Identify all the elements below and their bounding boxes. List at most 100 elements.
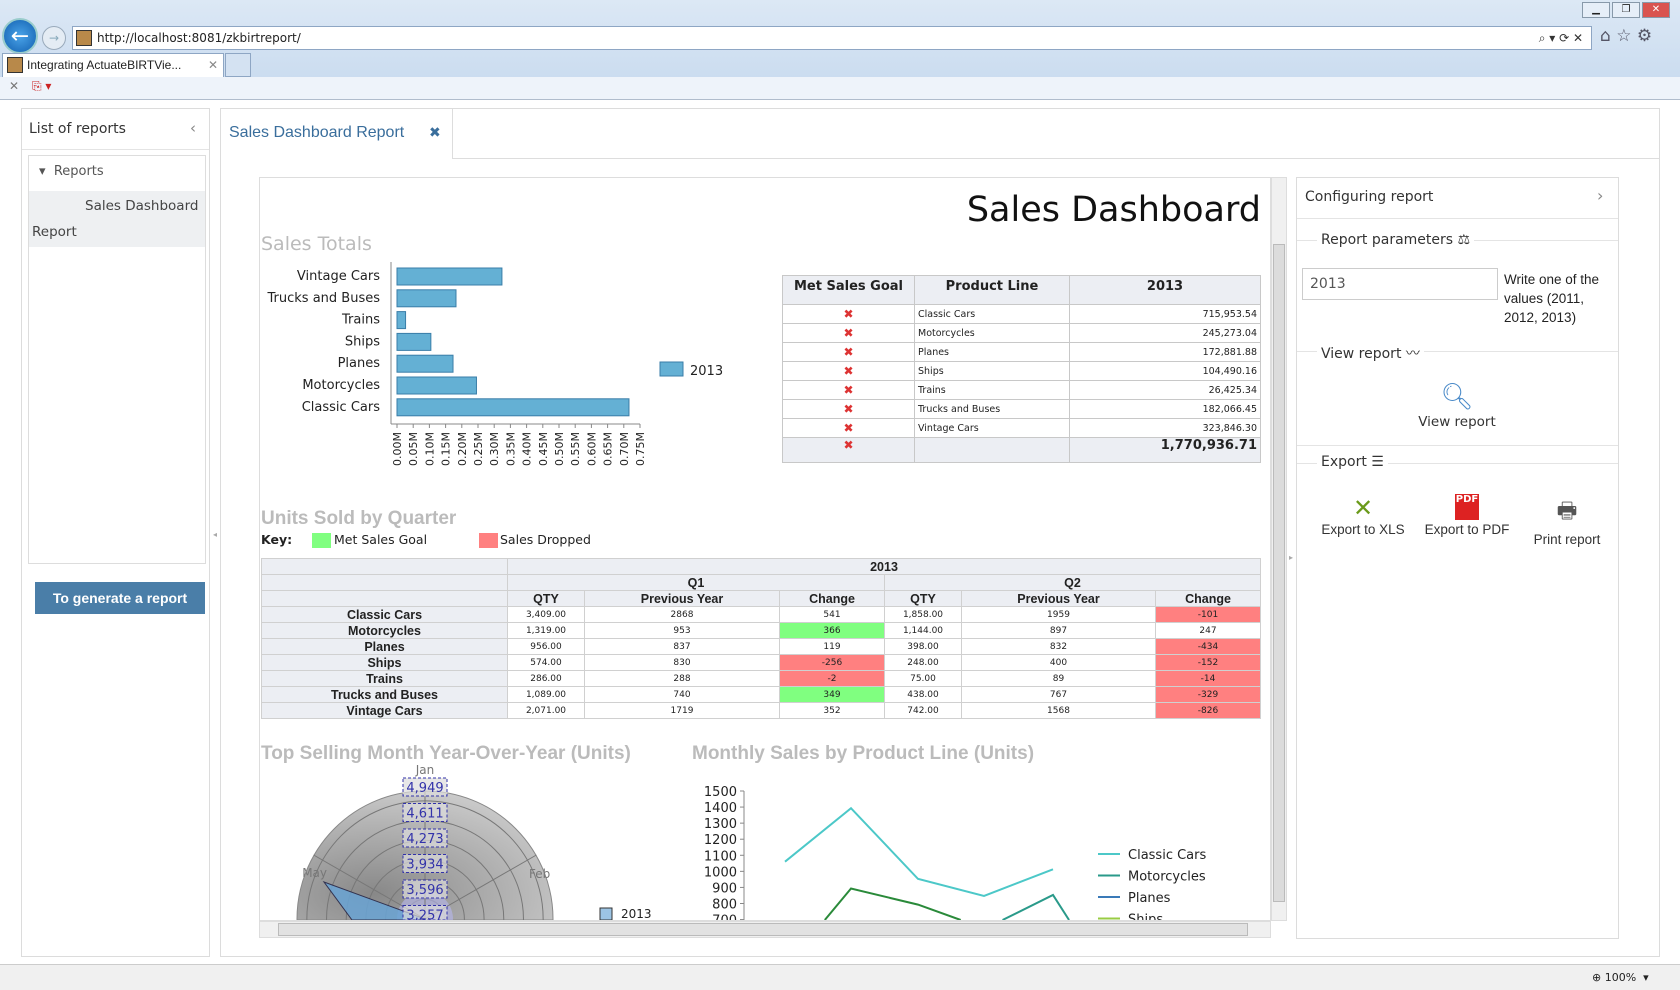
x-tick-label: 0.30M (488, 432, 501, 466)
bar (396, 398, 630, 417)
col-header: Change (1155, 590, 1261, 607)
legend-label: Motorcycles (1128, 870, 1206, 885)
splitter-handle[interactable]: ◂ (213, 530, 218, 539)
expand-chevron-icon[interactable]: › (1597, 186, 1604, 205)
change-cell: -152 (1155, 654, 1261, 671)
category-label: Planes (338, 356, 381, 371)
tree-root-reports[interactable]: ▾ Reports (39, 164, 104, 179)
tree-item-sales-dashboard[interactable]: Sales Dashboard Report (29, 191, 205, 247)
horizontal-scroll-thumb[interactable] (278, 923, 1248, 936)
address-bar[interactable]: http://localhost:8081/zkbirtreport/ ⌕ ▾ ⟳… (72, 26, 1592, 50)
product-line-cell: Motorcycles (914, 323, 1070, 343)
tab-icon (7, 57, 23, 73)
bar (396, 267, 503, 286)
change-cell: 119 (779, 638, 885, 655)
qty-cell: 248.00 (884, 654, 962, 671)
tab-sales-dashboard[interactable]: Sales Dashboard Report ✖ (221, 109, 453, 159)
x-tick-label: 0.75M (634, 432, 647, 466)
red-x-icon: ✖ (782, 361, 915, 381)
back-button[interactable]: ← (2, 18, 38, 54)
category-label: Motorcycles (302, 378, 380, 393)
col-header: Previous Year (584, 590, 780, 607)
line-series (784, 806, 1054, 897)
export-title: Export (1321, 454, 1367, 470)
table-row: Classic Cars 3,409.00 2868 541 1,858.00 1959-… (261, 606, 1261, 623)
change-cell: -14 (1155, 670, 1261, 687)
report-title: Sales Dashboard (966, 190, 1261, 230)
y-tick-label: 1500 (704, 785, 737, 800)
product-cell: Trucks and Buses (261, 686, 508, 703)
year-parameter-input[interactable]: 2013 (1302, 268, 1498, 300)
red-x-icon: ✖ (782, 323, 915, 343)
vertical-scroll-thumb[interactable] (1273, 244, 1285, 902)
ring-label-box (402, 879, 448, 899)
ring-label-box (402, 905, 448, 920)
amount-cell: 26,425.34 (1069, 380, 1261, 400)
export-pdf-button[interactable]: PDF Export to PDF (1415, 494, 1519, 537)
ring-label: 3,257 (406, 909, 443, 921)
param-hint: Write one of the values (2011, 2012, 2013) (1504, 272, 1600, 325)
export-xls-button[interactable]: ✕ Export to XLS (1311, 494, 1415, 537)
radar-chart: Jan Feb May 4,949 4,611 4,273 3,934 3,596 3,257 2… (296, 763, 652, 921)
view-report-button[interactable]: 🔍︎ View report (1397, 382, 1517, 442)
col-header: Product Line (914, 275, 1070, 305)
forward-button[interactable]: → (42, 26, 66, 50)
change-cell: -329 (1155, 686, 1261, 703)
qty-cell: 1,319.00 (507, 622, 585, 639)
change-cell: -256 (779, 654, 885, 671)
line-series (824, 887, 962, 920)
amount-cell: 172,881.88 (1069, 342, 1261, 362)
collapse-chevron-icon[interactable]: ‹ (190, 119, 196, 137)
category-label: Classic Cars (302, 400, 380, 415)
key-met-label: Met Sales Goal (334, 532, 428, 547)
product-cell: Vintage Cars (261, 702, 508, 719)
restore-button[interactable]: ❐ (1612, 2, 1640, 18)
amount-cell: 245,273.04 (1069, 323, 1261, 343)
minimize-button[interactable]: ▁ (1582, 2, 1610, 18)
change-cell: -826 (1155, 702, 1261, 719)
home-star-gear-icons[interactable]: ⌂ ☆ ⚙ (1600, 26, 1653, 46)
table-row: ✖ Classic Cars 715,953.54 (782, 304, 1261, 324)
qty-cell: 286.00 (507, 670, 585, 687)
product-line-cell: Classic Cars (914, 304, 1070, 324)
prev-year-cell: 89 (961, 670, 1156, 687)
zoom-level[interactable]: ⊕ 100% ▾ (1592, 971, 1649, 984)
status-bar: ⊕ 100% ▾ (0, 964, 1680, 990)
browser-tab[interactable]: Integrating ActuateBIRTVie... ✕ (2, 53, 224, 77)
qty-cell: 1,858.00 (884, 606, 962, 623)
y-tick-label: 1000 (704, 865, 737, 880)
col-header: Change (779, 590, 885, 607)
site-icon (76, 30, 92, 46)
red-x-icon: ✖ (782, 399, 915, 419)
vertical-scrollbar[interactable] (1271, 177, 1287, 921)
horizontal-scrollbar[interactable] (259, 921, 1271, 938)
table-row: Trains 286.00 288 -2 75.00 89 -14 (261, 670, 1261, 687)
generate-report-button[interactable]: To generate a report (35, 582, 205, 614)
x-tick-label: 0.40M (521, 432, 534, 466)
qty-cell: 75.00 (884, 670, 962, 687)
splitter-handle-right[interactable]: ▸ (1289, 553, 1294, 562)
address-tools-icon[interactable]: ⌕ ▾ ⟳ ✕ (1538, 31, 1583, 45)
legend-swatch (659, 361, 684, 377)
view-title: View report (1321, 346, 1402, 362)
radar-axis-label: Jan (415, 763, 435, 777)
product-cell: Planes (261, 638, 508, 655)
prev-year-cell: 953 (584, 622, 780, 639)
legend-label: 2013 (690, 364, 723, 379)
close-window-button[interactable]: ✕ (1642, 2, 1670, 18)
print-report-button[interactable]: 🖶 Print report (1519, 494, 1615, 547)
printer-icon: 🖶 (1556, 499, 1578, 524)
reports-tree: ▾ Reports Sales Dashboard Report (28, 155, 206, 564)
close-tab-icon[interactable]: ✕ (207, 58, 218, 72)
product-cell: Trains (261, 670, 508, 687)
product-line-cell: Trains (914, 380, 1070, 400)
expand-triangle-icon[interactable]: ▾ (39, 164, 50, 179)
close-tab-icon[interactable]: ✖ (429, 125, 441, 141)
stop-icon[interactable]: ✕ (9, 79, 20, 93)
pdf-icon: PDF (1455, 494, 1479, 520)
pdf-addon-icon[interactable]: ⎘ ▾ (32, 79, 52, 93)
y-tick-label: 1300 (704, 817, 737, 832)
category-label: Ships (345, 334, 380, 349)
x-tick-label: 0.55M (569, 432, 582, 466)
new-tab-button[interactable] (225, 53, 251, 77)
